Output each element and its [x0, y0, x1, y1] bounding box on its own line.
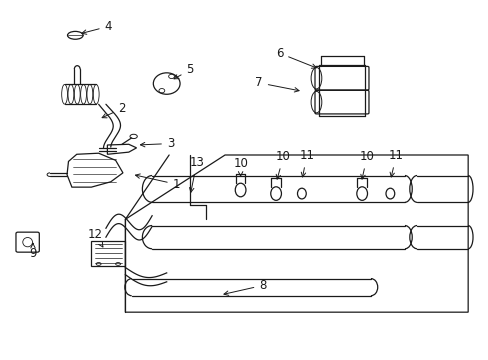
Text: 13: 13: [189, 156, 204, 192]
Text: 10: 10: [233, 157, 247, 176]
Text: 11: 11: [388, 149, 403, 177]
Text: 10: 10: [359, 150, 374, 179]
Text: 6: 6: [275, 47, 316, 68]
Text: 10: 10: [275, 150, 290, 179]
Text: 7: 7: [255, 76, 299, 92]
Text: 9: 9: [29, 243, 37, 260]
Text: 5: 5: [174, 63, 193, 79]
Text: 12: 12: [87, 228, 102, 247]
Text: 11: 11: [299, 149, 314, 177]
Text: 1: 1: [135, 174, 180, 191]
Text: 3: 3: [140, 137, 174, 150]
Text: 2: 2: [102, 102, 125, 118]
Text: 4: 4: [82, 20, 112, 34]
Text: 8: 8: [224, 279, 266, 295]
